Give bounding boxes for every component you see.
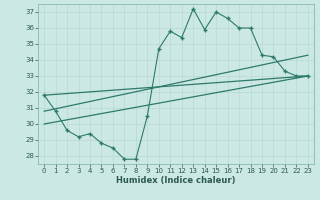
X-axis label: Humidex (Indice chaleur): Humidex (Indice chaleur) xyxy=(116,176,236,185)
